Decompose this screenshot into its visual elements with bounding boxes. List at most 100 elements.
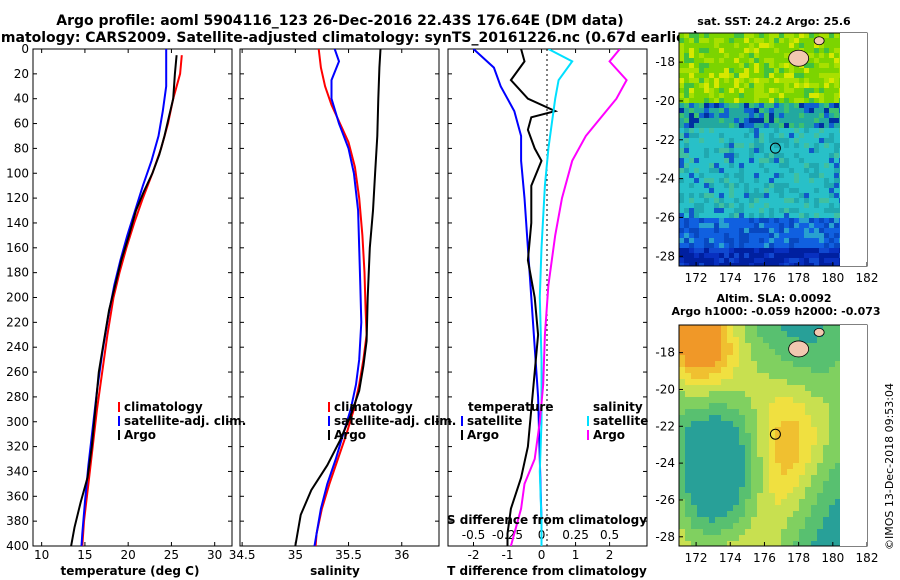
map-cell	[754, 33, 759, 38]
map-cell	[719, 78, 724, 83]
map-cell	[684, 238, 689, 243]
map-cell	[819, 178, 824, 183]
map-cell	[759, 93, 764, 98]
s-tick-label: 0.25	[562, 528, 589, 542]
map-cell	[781, 487, 787, 493]
map-cell	[704, 63, 709, 68]
map-cell	[679, 108, 684, 113]
map-cell	[729, 253, 734, 258]
map-cell	[697, 397, 703, 403]
map-cell	[781, 481, 787, 487]
map-x-tick-label: 178	[787, 551, 810, 565]
map-cell	[704, 133, 709, 138]
map-cell	[811, 397, 817, 403]
map-cell	[691, 325, 697, 331]
map-cell	[805, 355, 811, 361]
map-cell	[799, 168, 804, 173]
map-cell	[724, 158, 729, 163]
difference-series-salinity-argo	[509, 49, 628, 546]
map-cell	[759, 168, 764, 173]
map-cell	[824, 33, 829, 38]
map-cell	[759, 198, 764, 203]
map-cell	[751, 487, 757, 493]
map-cell	[709, 243, 714, 248]
map-cell	[679, 93, 684, 98]
map-cell	[744, 228, 749, 233]
map-cell	[809, 78, 814, 83]
map-cell	[699, 193, 704, 198]
map-cell	[719, 228, 724, 233]
map-cell	[749, 243, 754, 248]
map-cell	[799, 535, 805, 541]
map-cell	[754, 53, 759, 58]
map-cell	[835, 361, 840, 367]
map-cell	[715, 469, 721, 475]
map-cell	[727, 397, 733, 403]
map-cell	[691, 415, 697, 421]
x-tick-label: 20	[121, 548, 136, 562]
map-cell	[839, 128, 840, 133]
map-cell	[779, 148, 784, 153]
map-cell	[729, 93, 734, 98]
map-cell	[781, 535, 787, 541]
map-cell	[814, 258, 819, 263]
map-cell	[697, 379, 703, 385]
map-cell	[739, 493, 745, 499]
map-cell	[794, 73, 799, 78]
map-cell	[719, 208, 724, 213]
map-cell	[727, 331, 733, 337]
map-cell	[775, 331, 781, 337]
map-cell	[759, 138, 764, 143]
map-cell	[709, 78, 714, 83]
map-cell	[739, 168, 744, 173]
map-cell	[784, 193, 789, 198]
map-cell	[734, 38, 739, 43]
map-cell	[729, 53, 734, 58]
map-cell	[733, 409, 739, 415]
map-cell	[829, 243, 834, 248]
map-cell	[809, 38, 814, 43]
map-cell	[719, 258, 724, 263]
map-cell	[794, 218, 799, 223]
map-cell	[804, 168, 809, 173]
map-cell	[745, 463, 751, 469]
map-cell	[751, 475, 757, 481]
map-cell	[691, 535, 697, 541]
map-cell	[733, 457, 739, 463]
map-cell	[769, 523, 775, 529]
map-cell	[715, 409, 721, 415]
map-cell	[754, 153, 759, 158]
map-cell	[697, 451, 703, 457]
map-cell	[774, 213, 779, 218]
map-cell	[763, 427, 769, 433]
map-cell	[763, 505, 769, 511]
map-cell	[714, 208, 719, 213]
map-cell	[694, 68, 699, 73]
map-cell	[769, 373, 775, 379]
map-cell	[685, 457, 691, 463]
map-cell	[684, 88, 689, 93]
map-cell	[799, 223, 804, 228]
map-cell	[729, 238, 734, 243]
map-cell	[729, 38, 734, 43]
map-cell	[799, 373, 805, 379]
map-cell	[703, 511, 709, 517]
map-cell	[774, 53, 779, 58]
map-cell	[784, 123, 789, 128]
map-cell	[789, 68, 794, 73]
map-cell	[699, 153, 704, 158]
map-cell	[709, 193, 714, 198]
map-cell	[709, 421, 715, 427]
map-cell	[799, 88, 804, 93]
map-cell	[814, 178, 819, 183]
map-cell	[709, 379, 715, 385]
map-cell	[721, 487, 727, 493]
map-cell	[819, 108, 824, 113]
map-cell	[703, 535, 709, 541]
map-cell	[764, 48, 769, 53]
map-cell	[819, 48, 824, 53]
map-cell	[823, 511, 829, 517]
map-cell	[784, 213, 789, 218]
sla-map	[679, 325, 840, 546]
map-cell	[835, 505, 840, 511]
